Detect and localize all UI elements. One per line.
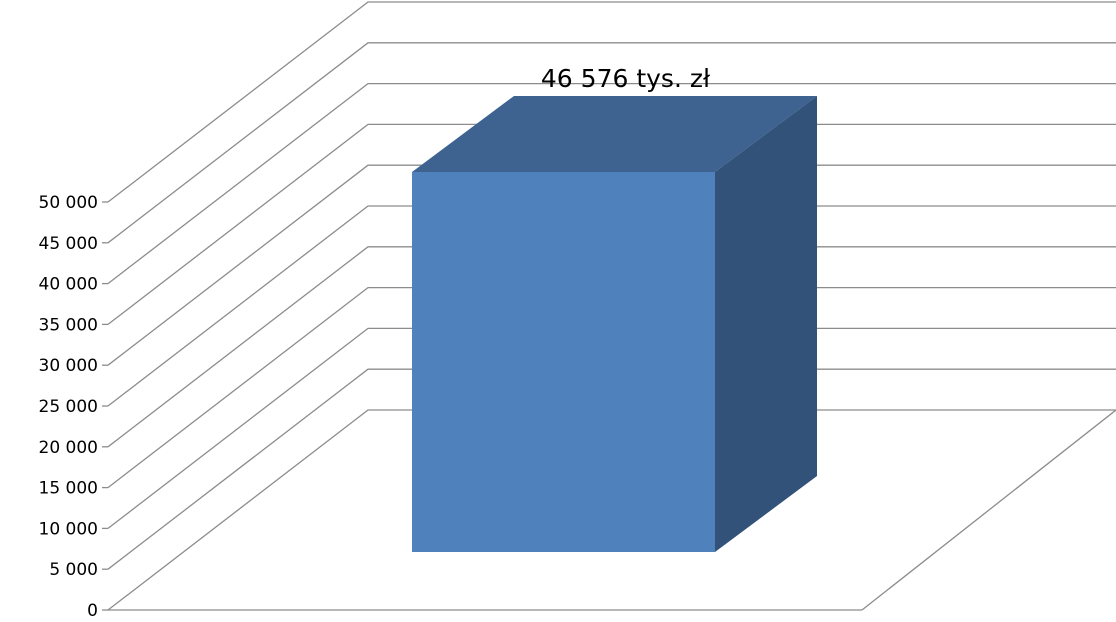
bars xyxy=(412,95,817,553)
gridline-5000 xyxy=(107,368,1116,570)
y-tick-label: 20 000 xyxy=(39,438,98,458)
bar-side-face xyxy=(715,95,817,552)
gridline-35000 xyxy=(107,123,1116,325)
gridline-50000 xyxy=(107,1,1116,203)
gridline-15000 xyxy=(107,286,1116,489)
y-axis-tick-labels: 0 5 000 10 000 15 000 20 000 25 000 30 000 35 0… xyxy=(39,193,108,621)
chart-walls xyxy=(107,1,1116,611)
gridline-0 xyxy=(107,409,1116,611)
gridline-20000 xyxy=(107,246,1116,448)
floor-right-edge xyxy=(861,409,1116,611)
gridline-40000 xyxy=(107,82,1116,285)
y-tick-label: 5 000 xyxy=(49,560,98,580)
y-tick-label: 50 000 xyxy=(39,193,98,213)
y-tick-label: 30 000 xyxy=(39,356,98,376)
y-tick-label: 25 000 xyxy=(39,397,98,417)
gridline-10000 xyxy=(107,327,1116,529)
y-tick-label: 15 000 xyxy=(39,479,98,499)
y-tick-label: 45 000 xyxy=(39,234,98,254)
gridline-30000 xyxy=(107,164,1116,366)
y-tick-label: 35 000 xyxy=(39,315,98,335)
y-tick-label: 10 000 xyxy=(39,519,98,539)
data-label: 46 576 tys. zł xyxy=(541,64,711,93)
bar-front-face xyxy=(412,171,715,553)
bar-top-face xyxy=(412,95,817,172)
y-tick-label: 0 xyxy=(87,601,98,621)
y-tick-label: 40 000 xyxy=(39,275,98,295)
data-labels: 46 576 tys. zł xyxy=(541,64,711,93)
gridline-45000 xyxy=(107,42,1116,244)
gridline-25000 xyxy=(107,205,1116,407)
bar-0 xyxy=(412,95,817,553)
